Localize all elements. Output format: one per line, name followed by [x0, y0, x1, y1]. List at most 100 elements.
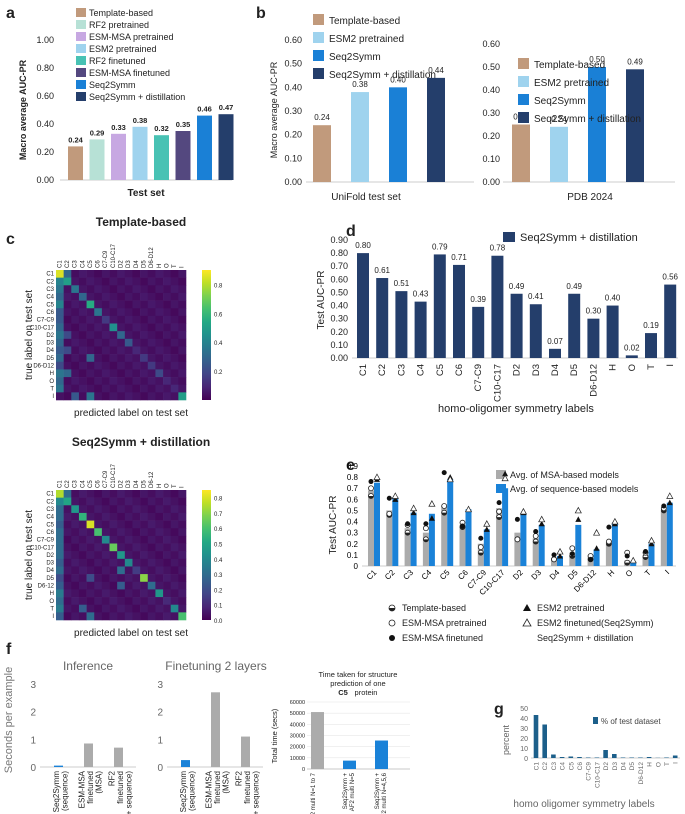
- y-axis-label: Macro average AUC-PR: [269, 61, 279, 158]
- bar-seq-avg: [648, 543, 655, 566]
- heatmap-cell: [163, 377, 172, 386]
- heatmap-cell: [71, 338, 80, 347]
- heatmap-cell: [86, 589, 95, 598]
- marker-esmmsa-pretrained: [422, 525, 429, 532]
- bar-i: [672, 755, 678, 758]
- bar-c4: [414, 301, 427, 358]
- x-tick-label: T: [664, 762, 671, 766]
- legend-item: ESM2 pretrained: [329, 34, 404, 45]
- legend-item: Seq2Symm: [89, 80, 136, 90]
- heatmap-cell: [94, 323, 103, 332]
- bar-msa-avg: [441, 506, 448, 566]
- data-label: 0.79: [432, 242, 448, 251]
- heatmap-cell: [109, 520, 118, 529]
- heatmap-cell: [78, 377, 87, 386]
- bar-seq-avg: [575, 524, 582, 566]
- marker-esmmsa-finetuned: [423, 521, 429, 527]
- legend-swatch: [518, 112, 529, 123]
- x-tick-label: AF2 multi N=1 to 7: [311, 772, 317, 814]
- heatmap-cell: [170, 392, 179, 401]
- marker-esm2-finetuned: [410, 504, 418, 512]
- x-tick-label: T: [646, 364, 657, 370]
- legend-marker: [389, 635, 395, 641]
- heatmap-cell: [140, 361, 149, 370]
- y-tick-label: 50000: [290, 711, 305, 717]
- legend-marker: [523, 604, 531, 611]
- x-tick-label: C7-C9: [473, 364, 484, 391]
- marker-esm2-pretrained: [502, 470, 509, 477]
- heatmap-cell: [78, 277, 87, 286]
- heatmap-cell: [94, 558, 103, 567]
- heatmap-cell: [56, 346, 64, 355]
- legend-item: % of test dataset: [601, 717, 661, 726]
- heatmap-cell: [71, 566, 80, 575]
- heatmap-cell: [124, 551, 133, 560]
- bar-c5: [433, 254, 446, 358]
- colorbar-tick: 0.5: [214, 543, 223, 549]
- heatmap-cell: [63, 338, 72, 347]
- data-label: 0.40: [605, 294, 621, 303]
- x-tick-label: C1: [534, 762, 541, 771]
- heatmap-cell: [63, 354, 72, 363]
- y-tick-label: 0.20: [330, 327, 348, 337]
- legend-swatch: [313, 14, 324, 25]
- heatmap-cell: [71, 490, 80, 498]
- heatmap-cell: [163, 574, 172, 583]
- heatmap-cell: [78, 338, 87, 347]
- marker-esmmsa-pretrained: [496, 508, 503, 515]
- y-tick-label: 0.00: [482, 177, 500, 187]
- marker-esmmsa-pretrained: [386, 510, 393, 517]
- heatmap-cell: [155, 346, 164, 355]
- bar-1: [211, 692, 220, 767]
- x-axis-label: homo-oligomer symmetry labels: [438, 403, 594, 415]
- heatmap-cell: [117, 270, 126, 278]
- heatmap-cell: [117, 490, 126, 498]
- x-tick-label: Seq2Symm: [179, 771, 188, 813]
- heatmap-cell: [178, 589, 187, 598]
- y-tick-label: 0.10: [482, 154, 500, 164]
- heatmap-cell: [140, 384, 149, 393]
- data-label: 0.43: [413, 290, 429, 299]
- heatmap-cell: [140, 589, 149, 598]
- col-label: C5: [88, 480, 94, 488]
- heatmap-cell: [140, 581, 149, 590]
- heatmap-cell: [56, 551, 64, 560]
- heatmap-cell: [94, 543, 103, 552]
- heatmap-cell: [163, 581, 172, 590]
- legend-swatch: [76, 8, 86, 17]
- x-tick-label: (MSA + sequence): [252, 771, 261, 814]
- heatmap-cell: [163, 308, 172, 317]
- x-tick-label: O: [624, 568, 635, 579]
- y-tick-label: 0.60: [330, 274, 348, 284]
- colorbar-tick: 0.4: [214, 341, 223, 347]
- heatmap-cell: [63, 377, 72, 386]
- heatmap-cell: [147, 300, 156, 309]
- heatmap-cell: [101, 497, 110, 506]
- heatmap-cell: [170, 270, 179, 278]
- col-label: H: [157, 484, 163, 488]
- heatmap-cell: [101, 338, 110, 347]
- heatmap-cell: [109, 354, 118, 363]
- heatmap-cell: [155, 558, 164, 567]
- heatmap-cell: [56, 597, 64, 606]
- heatmap-cell: [163, 612, 172, 621]
- legend-item: Seq2Symm + distillation: [534, 114, 641, 125]
- heatmap-cell: [109, 551, 118, 560]
- heatmap-cell: [155, 308, 164, 317]
- heatmap-cell: [86, 490, 95, 498]
- col-label: D4: [134, 480, 140, 488]
- marker-template-fill: [569, 556, 575, 559]
- x-tick-label: D5: [566, 568, 580, 582]
- heatmap-cell: [56, 589, 64, 598]
- heatmap-cell: [155, 566, 164, 575]
- heatmap-cell: [101, 558, 110, 567]
- heatmap-cell: [140, 300, 149, 309]
- heatmap-cell: [101, 528, 110, 537]
- heatmap-cell: [155, 377, 164, 386]
- heatmap-cell: [163, 270, 172, 278]
- y-tick-label: 30000: [290, 734, 305, 740]
- heatmap-cell: [124, 338, 133, 347]
- colorbar-tick: 0.1: [214, 604, 223, 610]
- bar-seq-avg: [557, 556, 563, 566]
